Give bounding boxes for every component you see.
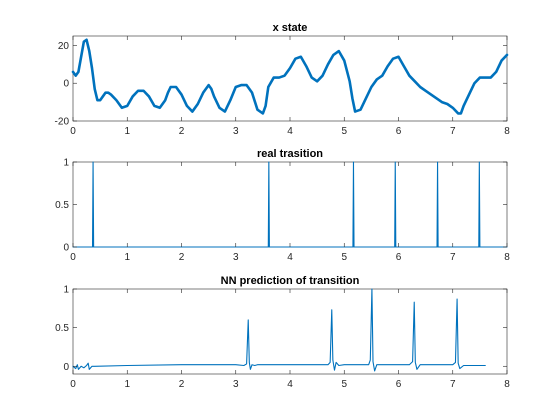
y-tick-label: 0.5 (55, 200, 69, 211)
x-tick-label: 4 (287, 252, 293, 263)
x-tick-label: 3 (233, 379, 239, 390)
chart-title: x state (273, 22, 308, 34)
x-tick-label: 7 (450, 379, 456, 390)
x-tick-label: 2 (179, 379, 185, 390)
y-tick-label: 1 (63, 285, 69, 296)
x-tick-label: 0 (70, 252, 76, 263)
y-tick-label: 0 (63, 243, 69, 254)
x-tick-label: 8 (504, 379, 510, 390)
x-tick-label: 5 (341, 126, 347, 137)
x-tick-label: 6 (396, 379, 402, 390)
y-tick-label: 0.5 (55, 323, 69, 334)
x-tick-label: 8 (504, 252, 510, 263)
y-tick-label: 0 (63, 362, 69, 373)
y-tick-label: 0 (63, 79, 69, 90)
x-tick-label: 8 (504, 126, 510, 137)
plot-area (73, 289, 507, 374)
x-tick-label: 1 (124, 379, 130, 390)
x-tick-label: 2 (179, 126, 185, 137)
y-tick-label: 1 (63, 158, 69, 169)
x-tick-label: 1 (124, 252, 130, 263)
x-tick-label: 6 (396, 252, 402, 263)
plot-area (73, 162, 507, 247)
y-tick-label: 20 (58, 41, 70, 52)
x-tick-label: 4 (287, 379, 293, 390)
subplot-3: 0 1 2 3 4 5 6 7 8 0 0.5 1 NN prediction of transitio… (55, 275, 510, 390)
chart-title: NN prediction of transition (221, 275, 360, 287)
x-tick-label: 7 (450, 126, 456, 137)
x-tick-label: 2 (179, 252, 185, 263)
x-tick-label: 3 (233, 126, 239, 137)
x-tick-label: 7 (450, 252, 456, 263)
x-tick-label: 6 (396, 126, 402, 137)
plot-area (73, 36, 507, 121)
x-tick-label: 0 (70, 379, 76, 390)
x-tick-label: 1 (124, 126, 130, 137)
x-tick-label: 5 (341, 379, 347, 390)
y-tick-label: -20 (55, 117, 70, 128)
x-tick-label: 5 (341, 252, 347, 263)
x-tick-label: 4 (287, 126, 293, 137)
subplot-2: 0 1 2 3 4 5 6 7 8 0 0.5 1 real trasition (55, 148, 510, 263)
x-tick-label: 3 (233, 252, 239, 263)
x-tick-label: 0 (70, 126, 76, 137)
chart-title: real trasition (257, 148, 323, 160)
